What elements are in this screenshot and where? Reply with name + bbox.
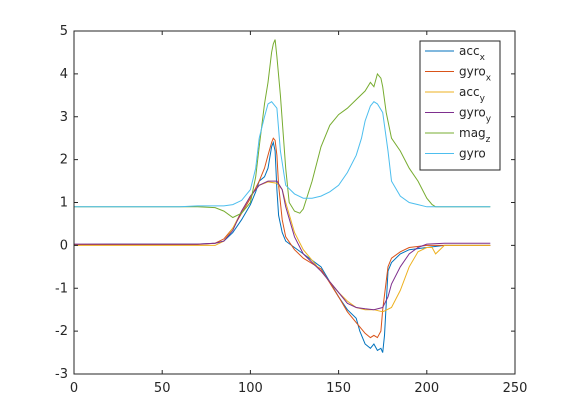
y-tick-label: -1: [55, 281, 68, 296]
y-tick-label: 2: [60, 153, 68, 168]
x-tick-label: 100: [238, 381, 263, 396]
y-tick-label: -2: [55, 324, 68, 339]
y-tick-label: -3: [55, 367, 68, 382]
y-tick-label: 5: [60, 24, 68, 39]
series-line-gyro-5: [74, 101, 491, 208]
legend-box: [419, 40, 501, 171]
series-line-acc-x-0: [73, 140, 491, 353]
y-tick-label: 3: [60, 110, 68, 125]
series-layer: [73, 39, 491, 353]
x-tick-label: 150: [326, 381, 351, 396]
y-tick-label: 1: [60, 196, 68, 211]
y-tick-label: 0: [60, 238, 68, 253]
x-tick-label: 250: [503, 381, 528, 396]
y-tick-label: 4: [60, 67, 68, 82]
series-line-acc-y-2: [74, 181, 491, 313]
legend-label: gyro: [459, 147, 486, 161]
series-line-mag-z-4: [74, 39, 491, 219]
x-tick-label: 0: [70, 381, 78, 396]
x-tick-label: 200: [414, 381, 439, 396]
x-tick-label: 50: [154, 381, 171, 396]
series-line-gyro-y-3: [74, 180, 491, 311]
axes-layer: 0 50 100 150 200 250 -3 -2 -1 0 1 2 3 4 5: [55, 24, 527, 396]
